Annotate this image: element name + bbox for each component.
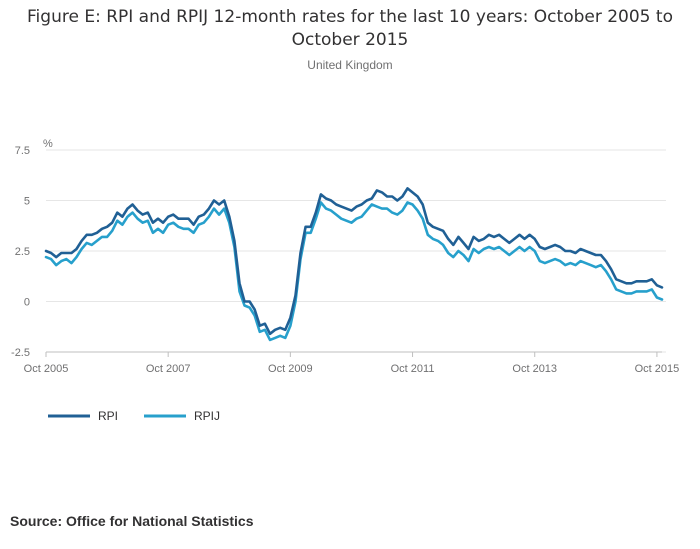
line-chart: 7.5 5 2.5 0 -2.5% Oct 2005 Oct 2007 Oct 2009 Oct… [11,138,680,423]
chart-title-line-1: Figure E: RPI and RPIJ 12-month rates fo… [27,7,673,27]
y-tick-label: -2.5 [11,347,30,359]
y-tick-label: 5 [24,196,30,208]
chart-subtitle: United Kingdom [307,58,393,72]
y-tick-label: 7.5 [15,145,30,157]
chart-title-line-2: October 2015 [291,30,409,50]
chart-title: Figure E: RPI and RPIJ 12-month rates fo… [0,6,700,52]
x-tick-label: Oct 2015 [635,363,680,375]
x-tick-label: Oct 2013 [512,363,557,375]
x-tick-label: Oct 2005 [24,363,69,375]
y-tick-label: 0 [24,297,30,309]
legend-label-rpij: RPIJ [194,409,220,423]
x-tick-label: Oct 2007 [146,363,191,375]
source-note: Source: Office for National Statistics [10,513,254,529]
x-tick-label: Oct 2009 [268,363,313,375]
y-tick-label: 2.5 [15,246,30,258]
legend-label-rpi: RPI [98,409,118,423]
series-line-rpij [44,201,664,342]
x-tick-label: Oct 2011 [391,363,435,375]
series-line-rpi [44,187,664,336]
y-axis-label: % [43,138,53,150]
